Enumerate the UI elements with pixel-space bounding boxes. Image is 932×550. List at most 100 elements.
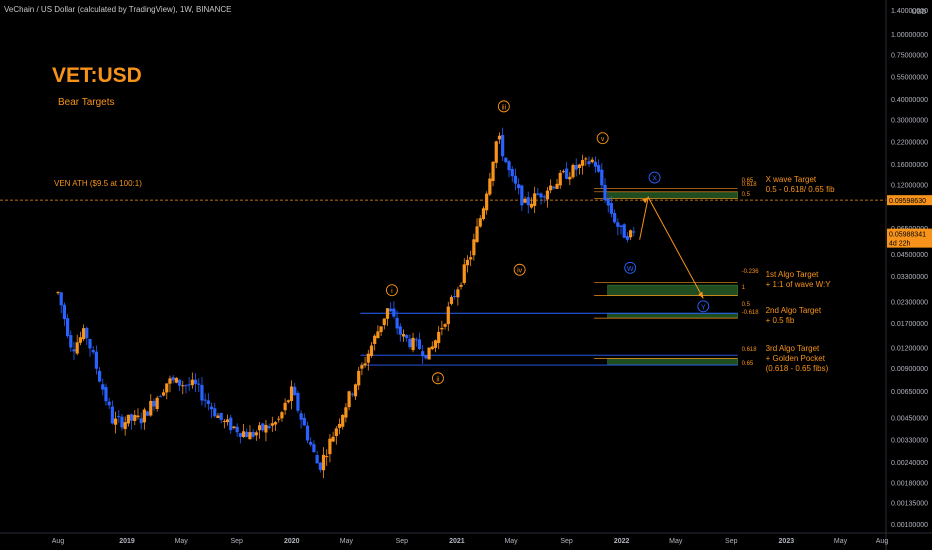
candle-body <box>318 462 322 470</box>
candle-body <box>289 386 294 401</box>
y-tick-label: 0.12000000 <box>891 182 928 189</box>
x-tick-label: May <box>175 538 189 545</box>
candle-body <box>472 239 476 256</box>
annotations: VET:USD Bear Targets VEN ATH ($9.5 at 100:… <box>52 64 835 385</box>
candle-body <box>69 335 73 348</box>
candle-body <box>197 383 201 385</box>
candle-body <box>529 203 534 208</box>
projection-path <box>639 195 704 299</box>
candle-body <box>590 159 594 163</box>
candle-body <box>107 401 111 406</box>
candle-body <box>213 408 217 417</box>
candle-body <box>145 411 150 416</box>
candle-body <box>446 306 450 325</box>
candle-body <box>523 198 527 203</box>
candle-body <box>187 384 191 386</box>
y-tick-label: 0.02300000 <box>891 300 928 307</box>
candle-body <box>606 199 610 206</box>
wave-iii-marker-text: iii <box>502 104 507 111</box>
candle-body <box>350 393 354 395</box>
x-tick-label: 2022 <box>614 538 630 545</box>
candle-body <box>286 400 290 403</box>
x-tick-label: 2023 <box>779 538 795 545</box>
candle-body <box>203 399 207 401</box>
candle-body <box>593 161 598 167</box>
candle-body <box>165 383 169 393</box>
x-tick-label: Aug <box>876 538 889 545</box>
candle-body <box>94 351 98 369</box>
candle-body <box>414 339 418 341</box>
candle-body <box>584 158 588 160</box>
candle-body <box>72 349 76 352</box>
wave-x-marker <box>648 171 661 184</box>
candle-body <box>155 397 159 409</box>
candle-body <box>238 433 242 437</box>
candle-body <box>123 422 127 430</box>
candle-body <box>465 259 470 266</box>
candle-body <box>257 425 262 431</box>
candle-body <box>277 418 281 420</box>
candle-body <box>395 317 399 329</box>
x-tick-label: May <box>504 538 518 545</box>
candle-body <box>62 304 66 320</box>
candle-body <box>206 400 210 404</box>
y-tick-label: 0.00900000 <box>891 366 928 373</box>
fib-label: 0.618 <box>742 182 758 188</box>
wave-ii-marker <box>432 372 444 385</box>
wave-v-marker-text: v <box>601 136 605 143</box>
candle-body <box>344 407 348 418</box>
candle-body <box>245 431 249 438</box>
chart-subtitle: Bear Targets <box>58 97 115 108</box>
candle-body <box>168 378 172 384</box>
candle-body <box>587 161 591 165</box>
wave-iv-marker-text: iv <box>517 268 523 275</box>
candle-body <box>254 432 258 436</box>
x-wave-detail: 0.5 - 0.618/ 0.65 fib <box>766 185 835 194</box>
candle-body <box>219 412 223 420</box>
algo3-zone <box>607 358 738 366</box>
candle-body <box>411 337 415 351</box>
candle-body <box>600 169 604 186</box>
candle-body <box>385 308 390 319</box>
candle-body <box>478 218 482 227</box>
y-tick-label: 0.55000000 <box>891 74 928 81</box>
wave-y-marker-text: Y <box>701 304 706 311</box>
candle-body <box>133 415 137 421</box>
candle-body <box>417 339 422 350</box>
candle-body <box>251 431 255 437</box>
candle-body <box>113 418 118 425</box>
candle-body <box>401 334 406 337</box>
candle-body <box>126 414 130 424</box>
candle-body <box>241 431 246 438</box>
candle-body <box>65 318 70 337</box>
candle-body <box>184 385 188 387</box>
candle-body <box>369 345 374 356</box>
candle-body <box>475 226 479 242</box>
ath-price-tag-bg <box>887 195 932 206</box>
y-axis[interactable]: 1.40000000 1.00000000 0.75000000 0.55000000… <box>885 0 932 550</box>
candle-body <box>565 168 569 179</box>
y-tick-label: 0.30000000 <box>891 117 928 124</box>
fib-label: 0.65 <box>742 178 754 184</box>
candle-body <box>264 424 268 433</box>
candle-body <box>581 160 585 166</box>
candle-body <box>235 426 239 433</box>
candle-body <box>97 370 102 382</box>
candle-body <box>261 423 265 431</box>
x-axis[interactable]: Aug 2019 May Sep 2020 May Sep 2021 May Sep 2022 May… <box>0 532 932 545</box>
candle-body <box>283 402 287 411</box>
candle-body <box>315 454 319 464</box>
candle-body <box>341 414 345 427</box>
algo2-detail: + 0.5 fib <box>766 316 795 325</box>
candle-body <box>616 222 620 227</box>
candle-body <box>376 331 380 339</box>
candle-body <box>382 318 386 326</box>
wave-w-marker-text: W <box>627 266 634 273</box>
candle-body <box>136 415 140 418</box>
y-tick-label: 0.03300000 <box>891 274 928 281</box>
x-tick-label: 2021 <box>449 538 465 545</box>
y-tick-label: 0.00240000 <box>891 460 928 467</box>
candle-body <box>193 379 198 384</box>
candle-body <box>536 193 540 195</box>
